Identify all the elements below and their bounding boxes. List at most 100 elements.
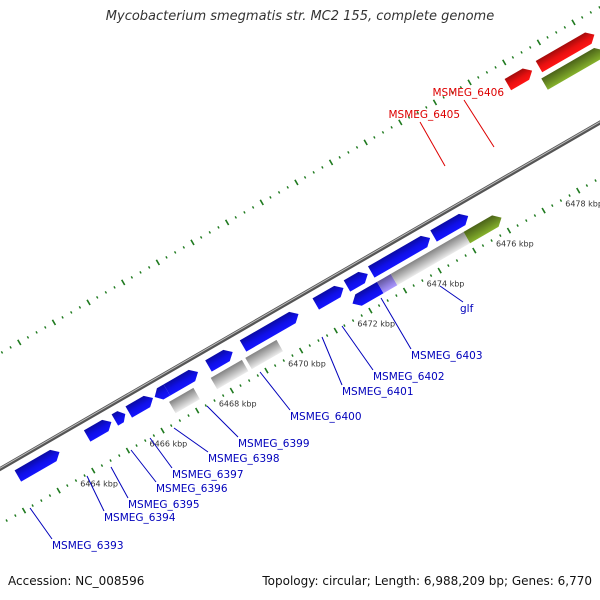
feature-rna[interactable] (535, 32, 595, 73)
genome-backbone (0, 120, 600, 472)
feature-gene[interactable] (14, 449, 60, 482)
lower-tick (5, 519, 8, 522)
lower-tick (455, 259, 459, 262)
upper-tick (70, 311, 73, 314)
scale-label: 6478 kbp (565, 200, 600, 209)
upper-tick (61, 316, 64, 319)
gene-label[interactable]: MSMEG_6400 (290, 411, 362, 423)
upper-tick (224, 219, 230, 226)
leader-line (439, 285, 464, 303)
lower-tick (135, 444, 138, 447)
lower-tick (221, 394, 225, 397)
feature-trna[interactable] (541, 48, 600, 90)
upper-tick (425, 106, 428, 109)
gene-label[interactable]: MSMEG_6398 (208, 453, 280, 465)
feature-gene[interactable] (343, 271, 368, 292)
upper-tick (312, 171, 315, 174)
upper-tick (190, 239, 195, 246)
upper-tick (373, 136, 376, 139)
upper-tick (381, 131, 385, 134)
feature-gene[interactable] (352, 281, 384, 306)
lower-tick (585, 184, 589, 187)
upper-tick (173, 251, 177, 254)
lower-tick (525, 219, 528, 222)
feature-misc[interactable] (377, 273, 398, 294)
gene-label[interactable]: MSMEG_6393 (52, 540, 124, 552)
upper-tick (217, 226, 220, 229)
lower-tick (14, 514, 17, 517)
lower-tick (333, 327, 338, 334)
lower-tick (170, 424, 173, 427)
lower-tick (481, 244, 485, 247)
gene-label[interactable]: MSMEG_6406 (433, 87, 505, 99)
lower-tick (447, 264, 450, 267)
upper-tick (494, 66, 497, 69)
leader-line (149, 437, 173, 469)
upper-tick (269, 196, 272, 199)
feature-gene[interactable] (430, 213, 469, 242)
feature-gene[interactable] (111, 411, 126, 426)
feature-pseudo[interactable] (245, 339, 283, 370)
upper-tick (165, 256, 168, 259)
lower-tick (31, 504, 34, 507)
feature-gene[interactable] (312, 285, 344, 310)
leader-line (110, 466, 129, 499)
feature-tracks (14, 32, 600, 482)
gene-label[interactable]: MSMEG_6401 (342, 386, 414, 398)
lower-tick (48, 494, 52, 497)
lower-tick (594, 179, 597, 182)
lower-tick (118, 454, 121, 457)
upper-tick (442, 96, 445, 99)
feature-pseudo[interactable] (390, 231, 471, 286)
feature-rna[interactable] (504, 68, 533, 91)
gene-label[interactable]: MSMEG_6402 (373, 371, 445, 383)
upper-tick (407, 116, 411, 119)
upper-tick (113, 286, 116, 289)
gene-label[interactable]: MSMEG_6394 (104, 512, 176, 524)
lower-tick (499, 234, 502, 237)
scale-label: 6474 kbp (427, 280, 465, 289)
gene-label[interactable]: MSMEG_6405 (389, 109, 461, 121)
upper-tick (121, 279, 126, 286)
feature-pseudo[interactable] (169, 387, 200, 414)
lower-tick (516, 224, 519, 227)
feature-gene[interactable] (205, 349, 233, 372)
upper-tick (277, 191, 281, 194)
feature-gene[interactable] (125, 395, 154, 418)
lower-tick (377, 304, 381, 307)
feature-gene[interactable] (239, 311, 299, 352)
lower-tick (533, 214, 537, 217)
gene-label[interactable]: MSMEG_6396 (156, 483, 228, 495)
feature-gene[interactable] (154, 384, 171, 400)
scale-label: 6472 kbp (357, 320, 395, 329)
lower-tick (247, 379, 251, 382)
gene-label[interactable]: MSMEG_6399 (238, 438, 310, 450)
feature-gene[interactable] (163, 369, 198, 396)
upper-tick (96, 296, 99, 299)
upper-tick (398, 119, 403, 126)
lower-tick (264, 367, 269, 374)
gene-label[interactable]: MSMEG_6397 (172, 469, 244, 481)
feature-gene[interactable] (368, 235, 431, 278)
gene-label[interactable]: MSMEG_6395 (128, 499, 200, 511)
lower-tick (187, 414, 190, 417)
lower-tick (74, 479, 78, 482)
upper-tick (432, 99, 438, 106)
upper-tick (251, 206, 255, 209)
gene-label[interactable]: glf (460, 303, 474, 315)
feature-pseudo[interactable] (210, 359, 249, 390)
upper-tick (294, 179, 299, 186)
upper-tick (390, 126, 393, 129)
upper-tick (286, 186, 289, 189)
feature-gene[interactable] (83, 419, 112, 442)
upper-tick (536, 39, 542, 46)
lower-tick (472, 247, 477, 254)
feature-trna[interactable] (463, 215, 502, 244)
gene-label[interactable]: MSMEG_6403 (411, 350, 483, 362)
lower-tick (386, 299, 389, 302)
lower-tick (21, 507, 27, 514)
upper-tick (303, 176, 307, 179)
lower-tick (395, 294, 398, 297)
lower-tick (568, 194, 571, 197)
